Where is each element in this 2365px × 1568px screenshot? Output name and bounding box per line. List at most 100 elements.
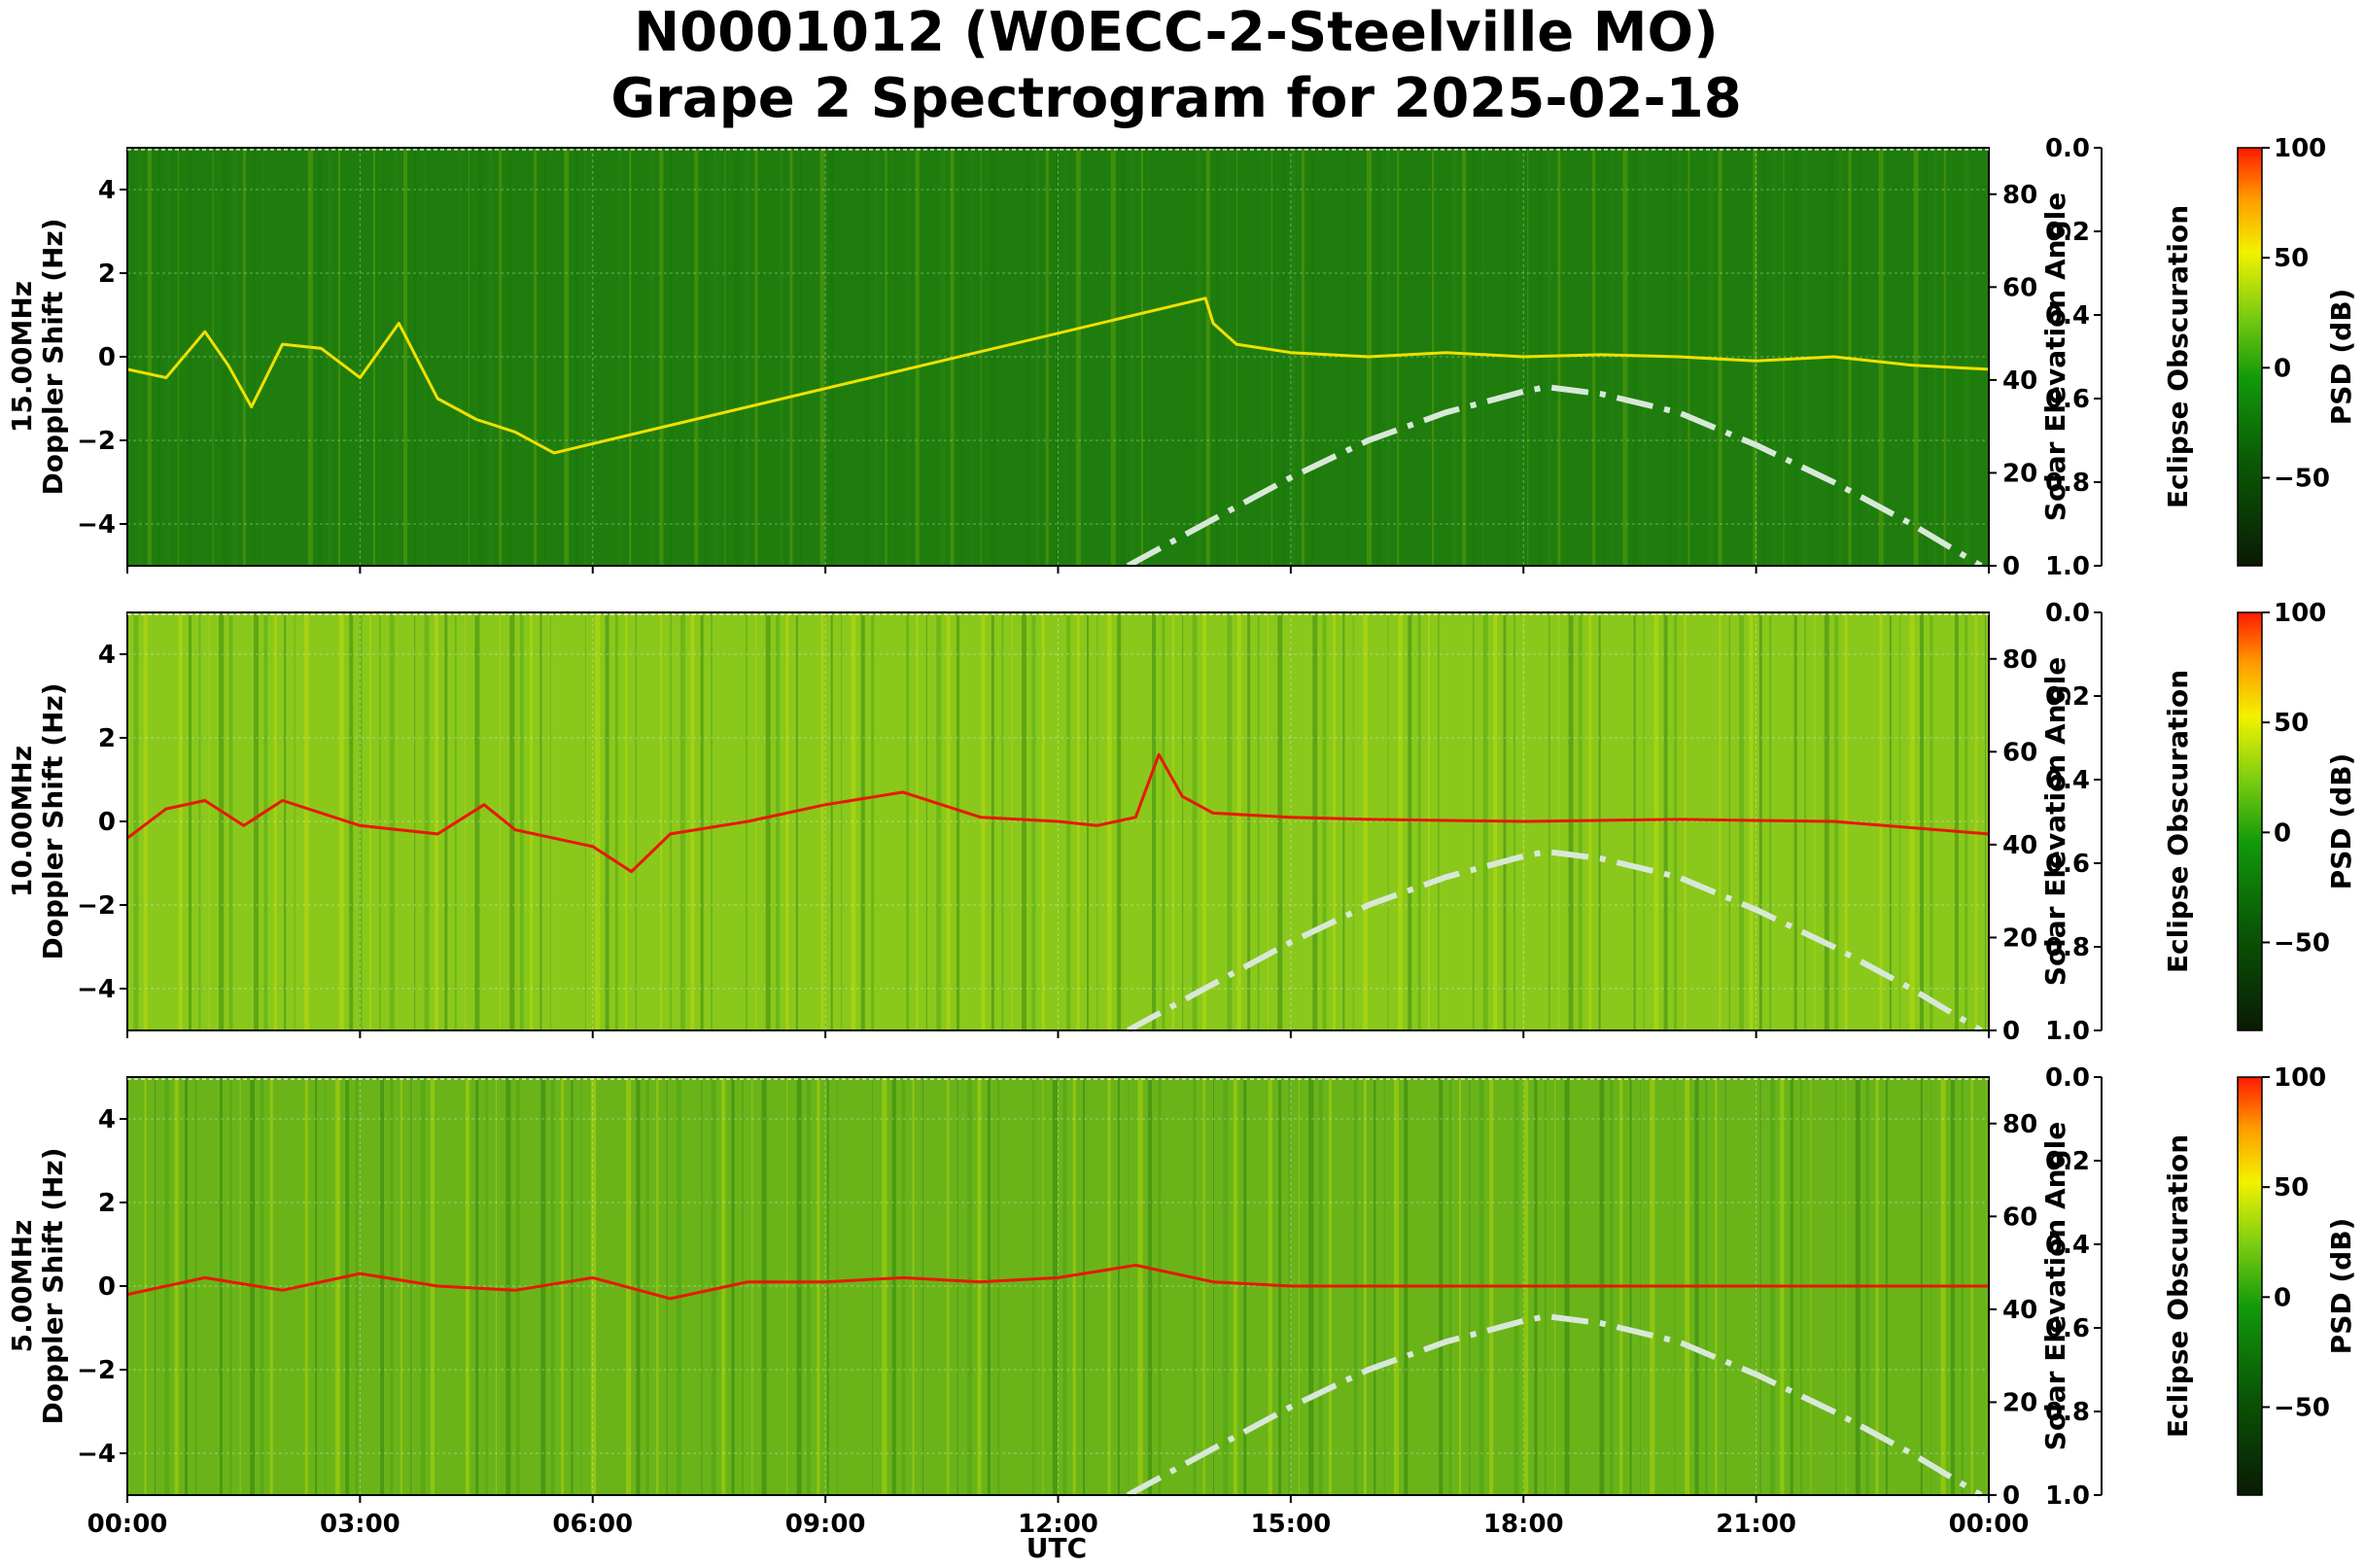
spectrogram-streak xyxy=(970,148,973,566)
spectrogram-streak xyxy=(1878,148,1884,566)
spectrogram-streak xyxy=(872,1077,873,1495)
solar-tick-label: 20 xyxy=(2002,923,2037,953)
spectrogram-streak xyxy=(864,148,869,566)
spectrogram-streak xyxy=(1072,1077,1076,1495)
spectrogram-streak xyxy=(1879,612,1883,1030)
spectrogram-streak xyxy=(605,612,609,1030)
spectrogram-streak xyxy=(1128,1077,1130,1495)
spectrogram-streak xyxy=(1613,148,1615,566)
spectrogram-streak xyxy=(940,148,946,566)
spectrogram-streak xyxy=(543,148,546,566)
spectrogram-streak xyxy=(485,1077,488,1495)
spectrogram-streak xyxy=(1011,612,1013,1030)
y-tick-label: 2 xyxy=(98,724,116,753)
spectrogram-streak xyxy=(1021,612,1026,1030)
spectrogram-streak xyxy=(950,148,955,566)
eclipse-tick-label: 0.8 xyxy=(2045,933,2090,962)
spectrogram-streak xyxy=(1193,1077,1197,1495)
eclipse-tick-label: 0.8 xyxy=(2045,1398,2090,1427)
x-axis-label: UTC xyxy=(1026,1532,1087,1564)
spectrogram-streak xyxy=(625,612,628,1030)
spectrogram-streak xyxy=(390,1077,394,1495)
spectrogram-streak xyxy=(1100,148,1102,566)
spectrogram-streak xyxy=(1352,612,1354,1030)
spectrogram-streak xyxy=(711,1077,716,1495)
spectrogram-streak xyxy=(841,612,843,1030)
spectrogram-streak xyxy=(1223,1077,1229,1495)
spectrogram-streak xyxy=(741,1077,744,1495)
spectrogram-streak xyxy=(383,148,385,566)
spectrogram-streak xyxy=(618,148,622,566)
spectrogram-streak xyxy=(318,148,323,566)
y-tick-label: 4 xyxy=(98,1105,116,1134)
colorbar-label: PSD (dB) xyxy=(2325,1218,2357,1355)
spectrogram-streak xyxy=(1913,148,1919,566)
spectrogram-streak xyxy=(273,612,277,1030)
spectrogram-streak xyxy=(154,1077,156,1495)
spectrogram-streak xyxy=(539,612,542,1030)
spectrogram-streak xyxy=(515,1077,520,1495)
spectrogram-streak xyxy=(1783,148,1785,566)
spectrogram-streak xyxy=(338,148,341,566)
spectrogram-streak xyxy=(1653,612,1659,1030)
spectrogram-streak xyxy=(1216,148,1220,566)
spectrogram-streak xyxy=(645,1077,649,1495)
spectrogram-streak xyxy=(829,148,834,566)
spectrogram-streak xyxy=(1965,612,1968,1030)
spectrogram-streak xyxy=(1954,148,1956,566)
spectrogram-streak xyxy=(1919,612,1924,1030)
spectrogram-streak xyxy=(1663,612,1668,1030)
spectrogram-streak xyxy=(701,1077,703,1495)
spectrogram-streak xyxy=(1930,612,1933,1030)
spectrogram-streak xyxy=(711,612,713,1030)
spectrogram-streak xyxy=(549,612,551,1030)
spectrogram-streak xyxy=(508,148,511,566)
panel-1: 420−2−410.00MHz Doppler Shift (Hz)8060402… xyxy=(6,599,2357,1046)
spectrogram-streak xyxy=(1001,612,1004,1030)
spectrogram-streak xyxy=(1192,612,1198,1030)
eclipse-tick-label: 1.0 xyxy=(2045,1017,2090,1046)
spectrogram-streak xyxy=(188,148,193,566)
spectrogram-streak xyxy=(1075,148,1081,566)
panel-0: 420−2−415.00MHz Doppler Shift (Hz)8060402… xyxy=(6,134,2357,581)
spectrogram-streak xyxy=(400,1077,402,1495)
spectrogram-streak xyxy=(284,612,287,1030)
spectrogram-streak xyxy=(871,612,875,1030)
x-tick-label: 00:00 xyxy=(1949,1510,2030,1539)
panel-2: 420−2−45.00MHz Doppler Shift (Hz)80604020… xyxy=(6,1063,2357,1539)
solar-tick-label: 0 xyxy=(2002,1017,2020,1046)
spectrogram-streak xyxy=(1322,612,1327,1030)
spectrogram-streak xyxy=(796,1077,802,1495)
spectrogram-streak xyxy=(1602,148,1605,566)
spectrogram-streak xyxy=(174,1077,179,1495)
spectrogram-streak xyxy=(595,612,601,1030)
colorbar-tick-label: 50 xyxy=(2274,1173,2309,1202)
spectrogram-streak xyxy=(810,148,812,566)
spectrogram-streak xyxy=(1186,148,1188,566)
colorbar-tick-label: −50 xyxy=(2274,928,2330,958)
spectrogram-streak xyxy=(851,612,856,1030)
spectrogram-streak xyxy=(967,1077,973,1495)
spectrogram-streak xyxy=(1277,612,1283,1030)
spectrogram-streak xyxy=(294,612,296,1030)
solar-tick-label: 80 xyxy=(2002,1110,2037,1139)
eclipse-tick-label: 1.0 xyxy=(2045,1481,2090,1511)
spectrogram-streak xyxy=(860,612,865,1030)
spectrogram-streak xyxy=(648,148,654,566)
y-tick-label: 2 xyxy=(98,260,116,289)
spectrogram-streak xyxy=(379,612,381,1030)
spectrogram-streak xyxy=(751,1077,753,1495)
solar-elevation-curve xyxy=(1126,849,1983,1033)
spectrogram-streak xyxy=(1267,612,1269,1030)
spectrogram-streak xyxy=(1753,148,1757,566)
spectrogram-streak xyxy=(894,148,896,566)
spectrogram-streak xyxy=(987,1077,991,1495)
spectrogram-streak xyxy=(242,148,246,566)
spectrogram-streak xyxy=(629,148,632,566)
spectrogram-streak xyxy=(583,148,587,566)
spectrogram-streak xyxy=(534,148,538,566)
colorbar-tick-label: 50 xyxy=(2274,244,2309,273)
spectrogram-streak xyxy=(1171,612,1174,1030)
spectrogram-streak xyxy=(1213,1077,1215,1495)
